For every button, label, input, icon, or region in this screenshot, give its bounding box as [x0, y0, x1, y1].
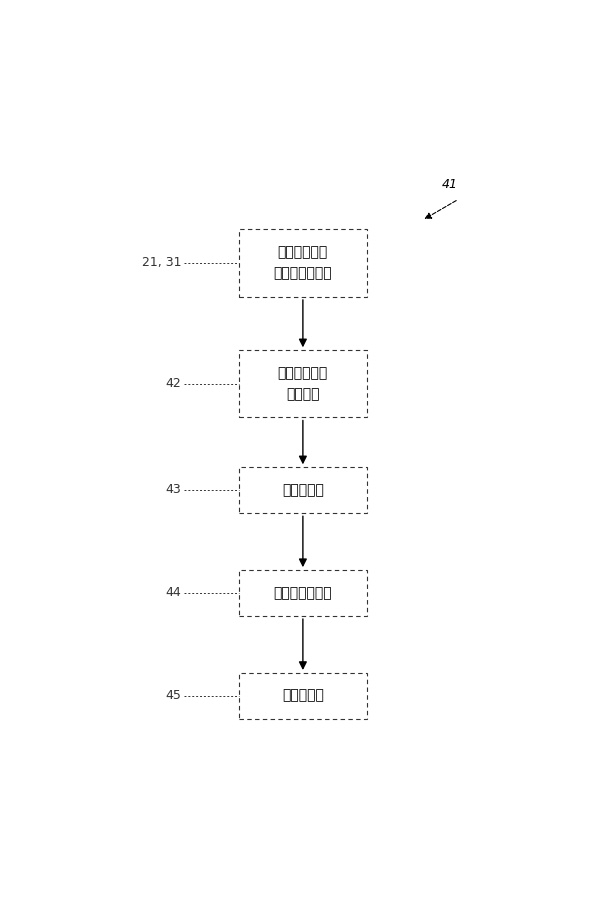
Text: 21, 31: 21, 31	[142, 256, 181, 270]
Text: 耕作放棄地の
短期農地化方法: 耕作放棄地の 短期農地化方法	[274, 246, 332, 280]
Bar	[239, 467, 367, 513]
Text: 43: 43	[165, 484, 181, 496]
Bar	[239, 570, 367, 616]
Bar	[239, 672, 367, 718]
Text: 41: 41	[441, 179, 457, 192]
Text: バイオ燃料: バイオ燃料	[282, 689, 324, 703]
Text: バイオマス: バイオマス	[282, 483, 324, 497]
Text: 45: 45	[165, 689, 181, 702]
Bar	[239, 350, 367, 417]
Text: 44: 44	[165, 587, 181, 600]
Text: バイオ燃料用
作物栽培: バイオ燃料用 作物栽培	[278, 367, 328, 401]
Bar	[239, 229, 367, 297]
Text: 42: 42	[165, 377, 181, 391]
Text: バイオ燃料製造: バイオ燃料製造	[274, 586, 332, 600]
